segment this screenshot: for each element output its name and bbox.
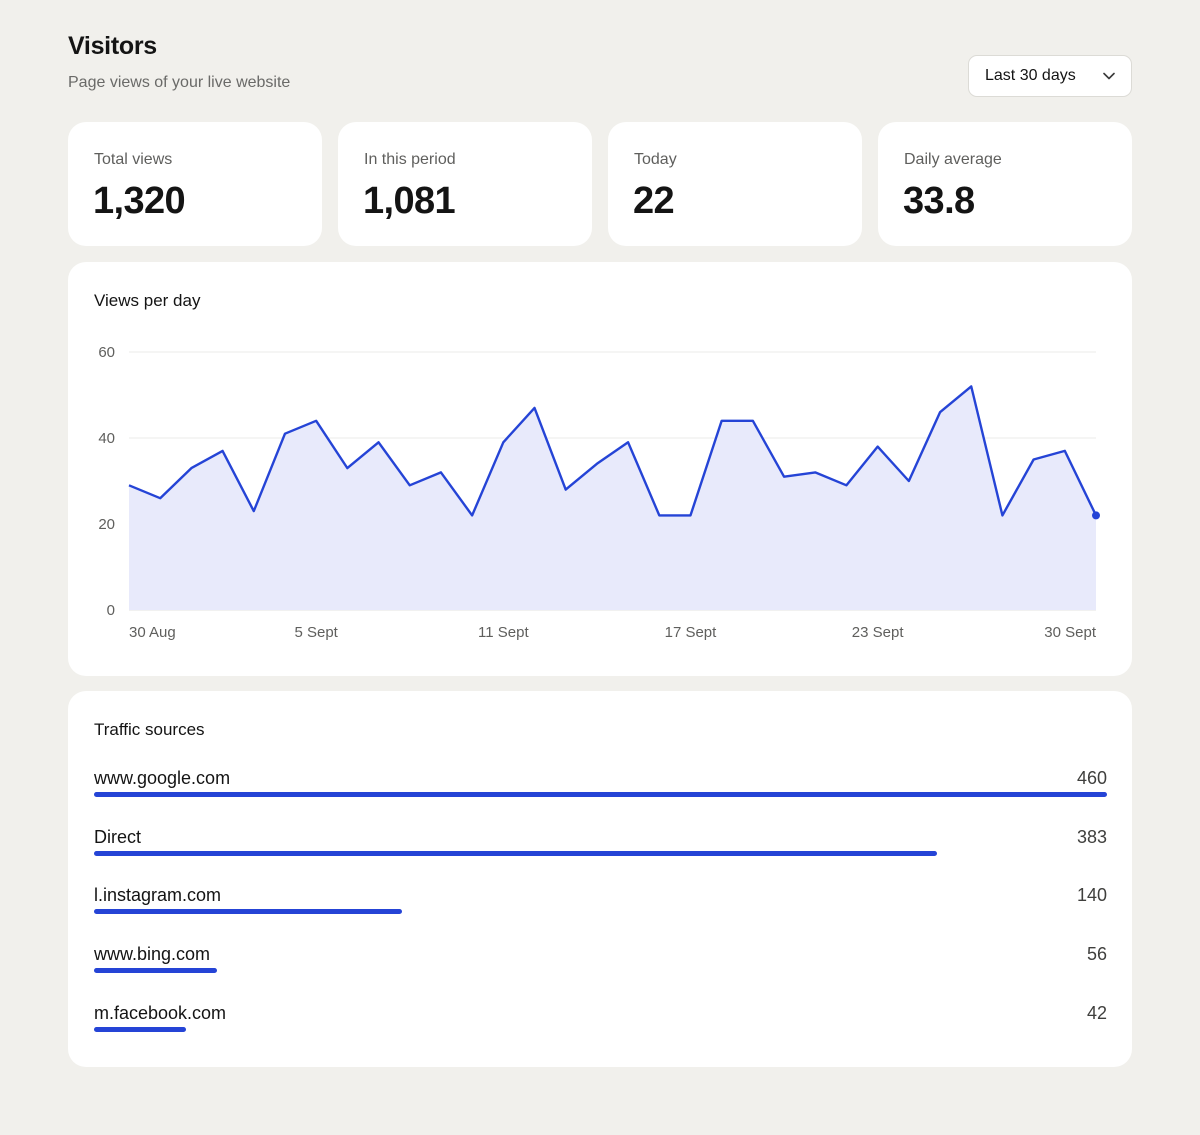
page-header: Visitors Page views of your live website…: [68, 32, 1132, 102]
traffic-source-row: m.facebook.com 42: [94, 1003, 1107, 1053]
traffic-source-name: www.bing.com: [94, 944, 211, 965]
x-tick-label: 30 Aug: [129, 624, 176, 641]
traffic-source-count: 383: [1076, 826, 1107, 847]
traffic-source-row: Direct 383: [94, 827, 1107, 877]
traffic-source-bar: [94, 850, 938, 856]
traffic-source-track: [94, 968, 1107, 974]
traffic-source-count: 56: [1086, 944, 1107, 965]
stat-card-daily-average: Daily average 33.8: [878, 122, 1132, 246]
traffic-source-track: [94, 792, 1107, 797]
traffic-source-count: 460: [1076, 768, 1107, 788]
chart-title: Views per day: [94, 291, 201, 310]
stat-label: Total views: [94, 151, 173, 168]
last-data-point: [1092, 511, 1100, 520]
stat-card-in-this-period: In this period 1,081: [338, 122, 592, 246]
traffic-source-track: [94, 850, 1107, 856]
traffic-sources-card: Traffic sources www.google.com 460 Direct 3…: [68, 691, 1132, 1067]
stat-value: 22: [633, 180, 675, 222]
chevron-down-icon: [1103, 72, 1115, 80]
views-per-day-card: Views per day 0 20 40 60 30 Aug 5 Sept 11 Sept…: [68, 262, 1132, 676]
stat-value: 33.8: [903, 180, 975, 222]
traffic-source-bar: [94, 792, 1107, 797]
y-tick-label: 40: [98, 430, 115, 447]
traffic-source-name: Direct: [94, 826, 142, 847]
stat-label: In this period: [364, 151, 456, 168]
stat-label: Today: [634, 151, 677, 168]
traffic-source-track: [94, 909, 1107, 915]
traffic-source-row: www.google.com 460: [94, 768, 1107, 818]
traffic-source-count: 140: [1076, 885, 1107, 906]
x-tick-label: 5 Sept: [294, 624, 338, 641]
traffic-source-track: [94, 1026, 1107, 1032]
date-range-label: Last 30 days: [985, 67, 1076, 84]
series-area: [129, 386, 1096, 610]
y-tick-label: 0: [107, 602, 115, 619]
date-range-dropdown[interactable]: Last 30 days: [968, 55, 1132, 97]
stat-card-today: Today 22: [608, 122, 862, 246]
traffic-source-bar: [94, 968, 218, 974]
page-title: Visitors: [68, 32, 157, 60]
y-tick-label: 20: [98, 516, 115, 533]
x-tick-label: 23 Sept: [852, 624, 905, 641]
stat-value: 1,081: [363, 180, 456, 222]
stat-card-total-views: Total views 1,320: [68, 122, 322, 246]
stat-value: 1,320: [93, 180, 186, 222]
x-tick-label: 30 Sept: [1044, 624, 1097, 641]
traffic-source-bar: [94, 909, 403, 915]
views-per-day-chart: 0 20 40 60 30 Aug 5 Sept 11 Sept 17 Sept 23 Sept…: [98, 344, 1100, 641]
series-line: [128, 385, 1098, 517]
traffic-source-name: www.google.com: [94, 768, 231, 788]
traffic-source-row: www.bing.com 56: [94, 944, 1107, 994]
y-tick-label: 60: [98, 344, 115, 361]
traffic-source-name: m.facebook.com: [94, 1002, 227, 1023]
stat-label: Daily average: [904, 151, 1002, 168]
x-tick-label: 17 Sept: [665, 624, 718, 641]
traffic-title: Traffic sources: [94, 720, 205, 739]
x-tick-label: 11 Sept: [478, 624, 529, 641]
traffic-source-row: l.instagram.com 140: [94, 885, 1107, 935]
traffic-source-count: 42: [1086, 1002, 1107, 1023]
stats-row: Total views 1,320 In this period 1,081 T…: [68, 122, 1132, 246]
traffic-source-bar: [94, 1026, 187, 1032]
page-subtitle: Page views of your live website: [68, 74, 291, 91]
traffic-source-name: l.instagram.com: [94, 885, 222, 906]
